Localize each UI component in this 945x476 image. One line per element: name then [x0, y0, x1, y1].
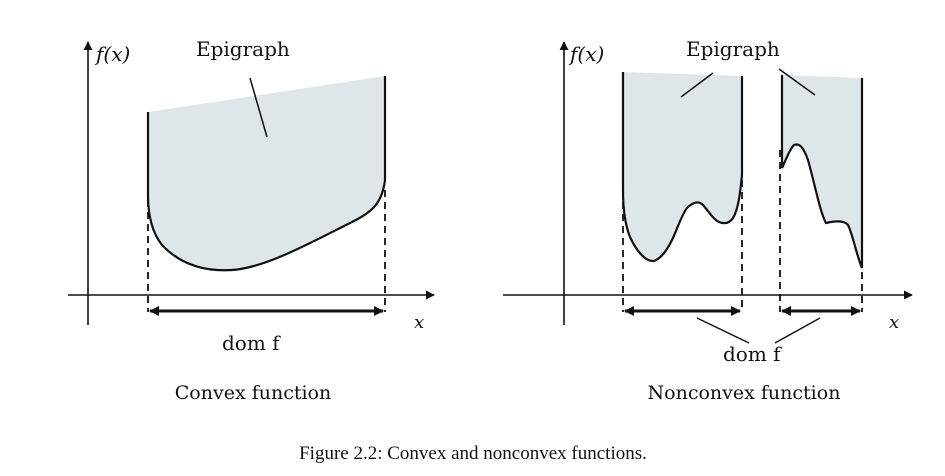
nonconvex-function-curve-left: [621, 72, 744, 263]
convex-epigraph-region: [148, 76, 385, 271]
nonconvex-epigraph-region-left: [623, 72, 742, 262]
nonconvex-function-curve-right: [780, 75, 864, 269]
convex-subtitle: Convex function: [175, 382, 331, 404]
figure-caption: Figure 2.2: Convex and nonconvex functio…: [299, 443, 647, 464]
convex-function-curve: [146, 76, 387, 272]
nonconvex-epigraph-label: Epigraph: [686, 37, 780, 61]
nonconvex-y-axis-label: f(x): [568, 42, 604, 66]
nonconvex-epigraph-pointer-left: [680, 72, 714, 98]
nonconvex-domain-pointer-right: [774, 317, 821, 344]
nonconvex-domain-label: dom f: [723, 342, 782, 366]
convex-panel: f(x) x Epigraph dom f Convex function: [68, 37, 435, 404]
nonconvex-epigraph-region-right: [782, 75, 862, 268]
nonconvex-x-axis-label: x: [889, 312, 899, 333]
convex-epigraph-pointer: [249, 77, 268, 138]
nonconvex-panel: f(x) x Epigraph dom f Nonconvex function: [503, 37, 913, 404]
nonconvex-epigraph-pointer-right: [778, 68, 816, 96]
nonconvex-domain-pointer-left: [696, 317, 750, 344]
nonconvex-subtitle: Nonconvex function: [648, 382, 841, 404]
convex-y-axis-label: f(x): [94, 42, 130, 66]
convex-x-axis-label: x: [414, 312, 424, 333]
convex-epigraph-label: Epigraph: [196, 37, 290, 61]
convex-domain-label: dom f: [222, 331, 281, 355]
